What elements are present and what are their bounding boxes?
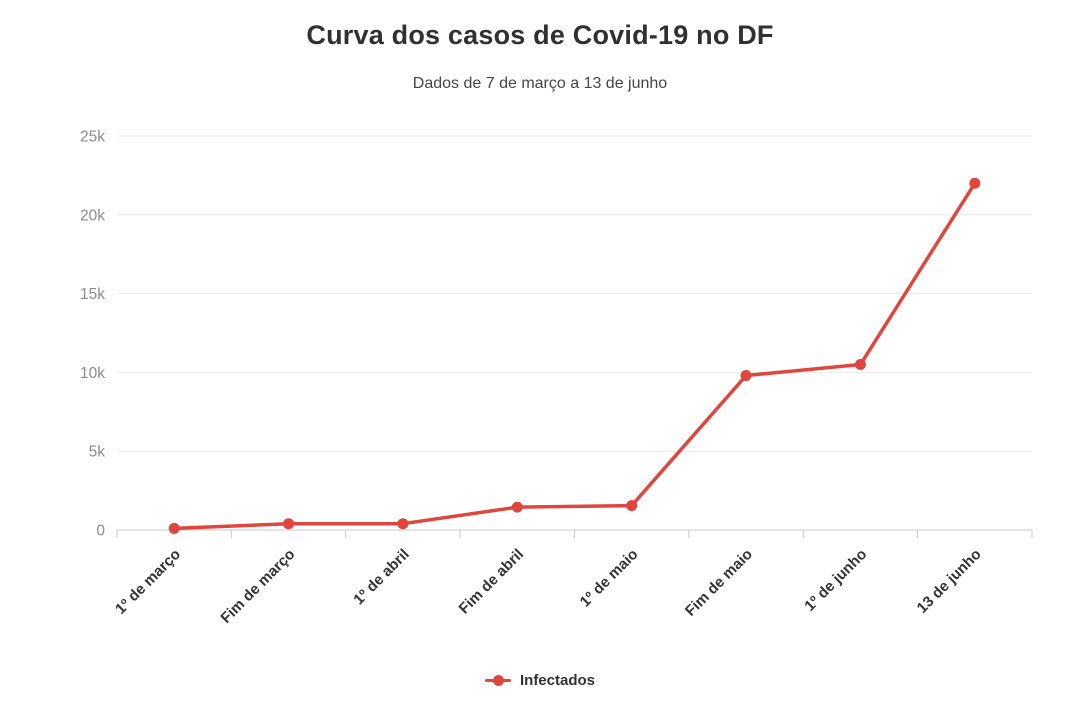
y-axis-tick-label: 10k bbox=[80, 365, 105, 382]
legend-label: Infectados bbox=[519, 672, 595, 689]
x-axis-tick-label: 1º de junho bbox=[801, 546, 870, 615]
data-point[interactable] bbox=[397, 518, 409, 530]
chart-title: Curva dos casos de Covid-19 no DF bbox=[306, 20, 774, 50]
x-axis-tick-label: 1º de março bbox=[112, 546, 184, 618]
y-axis-tick-label: 0 bbox=[96, 523, 105, 540]
y-axis-tick-label: 20k bbox=[80, 207, 105, 224]
legend-series-marker-icon bbox=[484, 675, 511, 686]
legend-dot-icon bbox=[492, 675, 504, 686]
data-point[interactable] bbox=[283, 518, 295, 530]
chart-legend: Infectados bbox=[0, 672, 1080, 689]
x-axis-tick-label: Fim de março bbox=[217, 546, 298, 627]
x-axis-tick-label: 1º de maio bbox=[577, 546, 642, 611]
data-point[interactable] bbox=[854, 359, 866, 371]
x-axis-tick-label: Fim de maio bbox=[682, 546, 756, 620]
data-point[interactable] bbox=[511, 501, 523, 513]
x-axis-tick-label: Fim de abril bbox=[456, 546, 528, 618]
y-axis-tick-label: 15k bbox=[80, 286, 105, 303]
chart-subtitle: Dados de 7 de março a 13 de junho bbox=[412, 75, 668, 92]
data-point[interactable] bbox=[626, 500, 638, 512]
data-point[interactable] bbox=[969, 177, 981, 189]
series-line bbox=[172, 181, 977, 531]
x-axis-tick-label: 1º de abril bbox=[350, 546, 412, 608]
y-axis-tick-label: 5k bbox=[89, 444, 106, 461]
data-point[interactable] bbox=[168, 522, 180, 534]
y-axis-tick-label: 25k bbox=[80, 129, 105, 146]
x-axis-tick-label: 13 de junho bbox=[914, 546, 985, 617]
legend-item-infectados[interactable]: Infectados bbox=[484, 672, 595, 689]
data-point[interactable] bbox=[740, 370, 752, 382]
